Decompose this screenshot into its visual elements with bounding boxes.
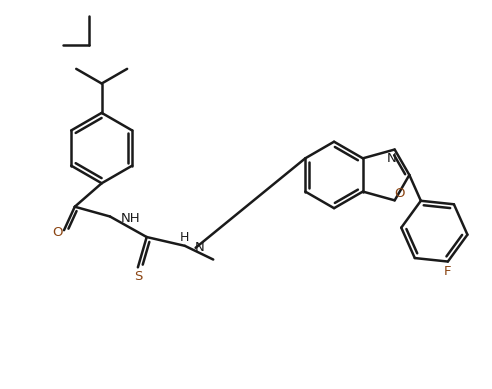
Text: O: O <box>394 187 405 200</box>
Text: N: N <box>195 241 204 254</box>
Text: N: N <box>387 152 397 165</box>
Text: O: O <box>53 226 63 239</box>
Text: NH: NH <box>121 212 140 225</box>
Text: F: F <box>444 265 452 278</box>
Text: H: H <box>180 231 189 244</box>
Text: S: S <box>134 270 142 283</box>
